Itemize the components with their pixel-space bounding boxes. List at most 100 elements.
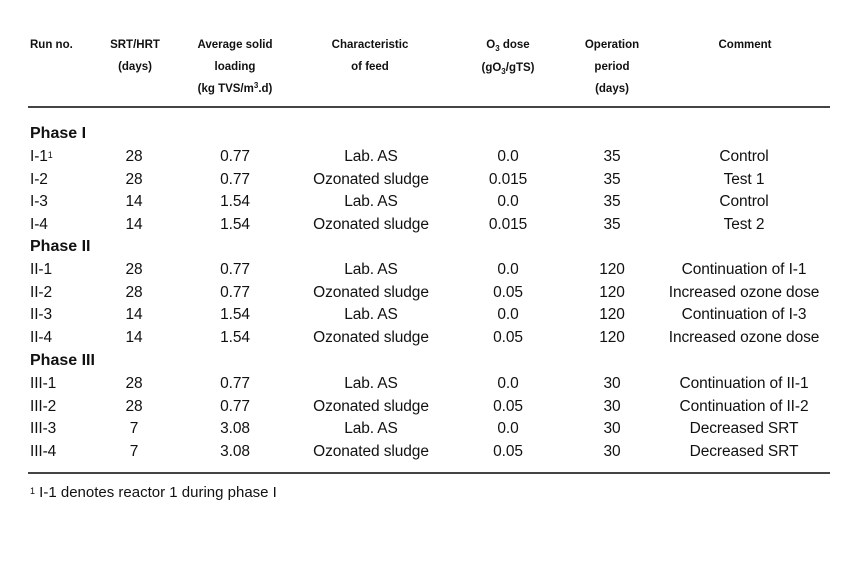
cell-period: 35 (603, 148, 621, 165)
cell-period: 120 (599, 329, 625, 347)
cell-loading: 0.77 (220, 170, 250, 188)
footnote-text: I-1 denotes reactor 1 during phase I (35, 484, 277, 501)
run-id: II-2 (30, 283, 52, 301)
cell-srt: 7 (129, 420, 139, 438)
cell-feed: Lab. AS (344, 306, 398, 324)
cell-feed: Ozonated sludge (313, 443, 429, 461)
cell-dose: 0.0 (497, 375, 519, 392)
cell-loading: 0.77 (220, 375, 250, 392)
cell-srt: 28 (125, 261, 143, 278)
cell-period: 30 (603, 375, 621, 392)
header-feed: Characteristic of feed (305, 34, 435, 78)
cell-dose: 0.05 (493, 283, 523, 301)
cell-dose: 0.0 (497, 306, 519, 324)
cell-loading: 0.77 (220, 148, 250, 165)
cell-comment: Increased ozone dose (668, 283, 820, 301)
cell-comment: Continuation of I-1 (681, 261, 807, 278)
cell-srt: 28 (125, 397, 143, 415)
cell-run-no: III-2 (30, 397, 56, 417)
phase-heading: Phase I (30, 125, 87, 142)
cell-comment: Continuation of I-3 (681, 306, 807, 324)
cell-run-no: I-4 (30, 215, 48, 235)
cell-dose: 0.05 (493, 443, 523, 461)
cell-feed: Ozonated sludge (313, 170, 429, 188)
cell-loading: 3.08 (220, 443, 250, 461)
bottom-rule (28, 472, 830, 474)
cell-comment: Control (719, 193, 769, 211)
header-loading-line2: loading (214, 61, 256, 73)
run-id: II-4 (30, 329, 52, 347)
phase-heading: Phase II (30, 238, 91, 255)
header-loading-line3: (kg TVS/m3.d) (197, 81, 273, 95)
cell-dose: 0.0 (497, 148, 519, 165)
header-srt-line1: SRT/HRT (110, 39, 160, 51)
header-srt-hrt: SRT/HRT (days) (95, 34, 175, 78)
run-id: I-2 (30, 170, 48, 188)
footnote-marker: 1 (30, 486, 36, 496)
run-id: III-4 (30, 443, 57, 461)
cell-period: 120 (599, 306, 625, 324)
cell-feed: Ozonated sludge (313, 329, 429, 347)
header-feed-line2: of feed (351, 61, 389, 73)
cell-loading: 1.54 (220, 216, 250, 234)
cell-comment: Control (719, 148, 769, 165)
header-solid-loading: Average solid loading (kg TVS/m3.d) (180, 34, 290, 100)
cell-run-no: III-4 (30, 442, 56, 462)
header-period-line1: Operation (584, 39, 640, 51)
cell-comment: Increased ozone dose (668, 329, 820, 347)
cell-srt: 14 (125, 329, 143, 347)
cell-loading: 0.77 (220, 261, 250, 278)
cell-srt: 14 (125, 306, 143, 324)
cell-dose: 0.0 (497, 193, 519, 211)
cell-period: 30 (603, 420, 621, 438)
header-feed-line1: Characteristic (331, 39, 409, 51)
cell-loading: 0.77 (220, 283, 250, 301)
cell-run-no: II-1 (30, 260, 52, 280)
cell-srt: 14 (125, 216, 143, 234)
run-id: II-1 (30, 261, 52, 278)
cell-dose: 0.0 (497, 420, 519, 438)
cell-loading: 1.54 (220, 306, 250, 324)
cell-srt: 28 (125, 283, 143, 301)
cell-comment: Test 1 (723, 170, 765, 188)
cell-run-no: II-3 (30, 305, 52, 325)
run-id: I-1 (30, 148, 48, 165)
cell-feed: Lab. AS (344, 193, 398, 211)
cell-run-no: II-4 (30, 328, 52, 348)
header-period-line3: (days) (595, 83, 629, 95)
cell-comment: Test 2 (723, 216, 765, 234)
cell-period: 120 (599, 261, 625, 278)
cell-comment: Decreased SRT (689, 420, 799, 438)
cell-feed: Lab. AS (344, 148, 398, 165)
cell-loading: 1.54 (220, 329, 250, 347)
header-o3-dose: O3 dose (gO3/gTS) (458, 34, 558, 80)
cell-srt: 14 (125, 193, 143, 211)
cell-feed: Lab. AS (344, 375, 398, 392)
cell-feed: Lab. AS (344, 261, 398, 278)
header-loading-line1: Average solid (197, 39, 273, 51)
header-comment: Comment (718, 39, 772, 51)
footnote-ref: 1 (47, 150, 53, 160)
cell-comment: Continuation of II-1 (679, 375, 809, 392)
cell-period: 30 (603, 397, 621, 415)
cell-srt: 28 (125, 148, 143, 165)
header-rule (28, 106, 830, 108)
cell-feed: Ozonated sludge (313, 216, 429, 234)
cell-run-no: III-1 (30, 374, 56, 394)
cell-feed: Lab. AS (344, 420, 398, 438)
run-id: I-4 (30, 216, 48, 234)
header-operation-period: Operation period (days) (572, 34, 652, 100)
run-id: III-2 (30, 397, 57, 415)
cell-dose: 0.05 (493, 397, 523, 415)
run-id: II-3 (30, 306, 52, 324)
run-id: III-3 (30, 420, 57, 438)
phase-heading: Phase III (30, 352, 95, 369)
cell-loading: 0.77 (220, 397, 250, 415)
cell-dose: 0.0 (497, 261, 519, 278)
run-id: III-1 (30, 375, 57, 392)
cell-loading: 3.08 (220, 420, 250, 438)
run-id: I-3 (30, 193, 48, 211)
footnote: 1 I-1 denotes reactor 1 during phase I (30, 483, 277, 503)
cell-run-no: I-2 (30, 170, 48, 190)
